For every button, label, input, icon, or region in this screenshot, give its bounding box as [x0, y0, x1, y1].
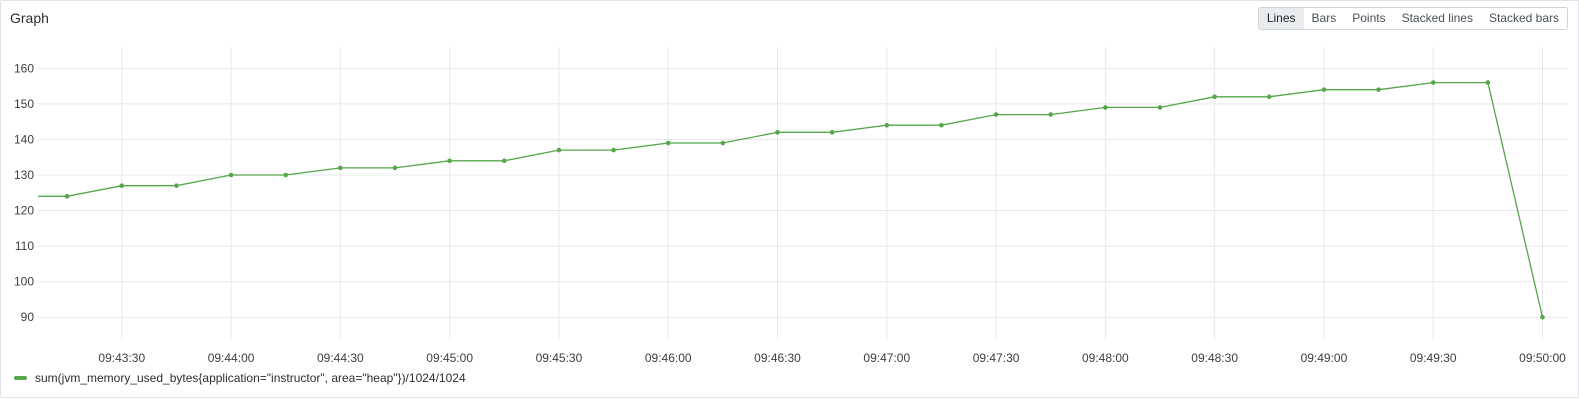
y-tick-label: 110 [15, 239, 34, 253]
x-tick-label: 09:49:00 [1301, 351, 1348, 365]
legend-swatch [14, 376, 27, 380]
data-point[interactable] [228, 172, 234, 178]
data-point[interactable] [1212, 94, 1217, 100]
chart-type-bars-button[interactable]: Bars [1303, 8, 1345, 29]
y-tick-label: 140 [14, 132, 34, 146]
x-tick-label: 09:50:00 [1519, 351, 1566, 365]
data-point[interactable] [993, 112, 999, 117]
data-point[interactable] [64, 194, 70, 199]
panel-title: Graph [10, 10, 49, 26]
y-tick-label: 100 [14, 275, 34, 289]
chart-type-switcher: Lines Bars Points Stacked lines Stacked … [1257, 7, 1568, 30]
y-tick-label: 150 [14, 97, 34, 111]
data-point[interactable] [1048, 112, 1054, 117]
data-point[interactable] [1266, 94, 1272, 100]
x-tick-label: 09:46:00 [645, 351, 692, 365]
legend-label: sum(jvm_memory_used_bytes{application="i… [35, 371, 466, 385]
data-point[interactable] [1321, 87, 1327, 92]
data-point[interactable] [720, 140, 726, 146]
x-tick-label: 09:45:00 [426, 351, 473, 365]
x-tick-label: 09:45:30 [536, 351, 583, 365]
data-point[interactable] [939, 122, 944, 128]
x-tick-label: 09:44:30 [317, 351, 364, 365]
x-tick-label: 09:46:30 [754, 351, 801, 365]
y-tick-label: 120 [14, 204, 34, 218]
chart-type-stacked-lines-button[interactable]: Stacked lines [1393, 8, 1481, 29]
x-tick-label: 09:48:00 [1082, 351, 1129, 365]
data-point[interactable] [556, 147, 562, 153]
x-tick-label: 09:49:30 [1410, 351, 1457, 365]
data-point[interactable] [174, 183, 179, 188]
data-point[interactable] [338, 165, 343, 171]
data-point[interactable] [1376, 87, 1381, 92]
data-point[interactable] [1157, 105, 1163, 110]
x-tick-label: 09:44:00 [208, 351, 255, 365]
y-tick-label: 90 [21, 310, 35, 324]
legend-item[interactable]: sum(jvm_memory_used_bytes{application="i… [14, 371, 466, 385]
x-tick-label: 09:48:30 [1191, 351, 1238, 365]
data-point[interactable] [611, 147, 616, 153]
data-point[interactable] [775, 130, 780, 135]
data-point[interactable] [1430, 80, 1436, 85]
x-axis: 09:43:30 09:44:00 09:44:30 09:45:00 09:45:30… [98, 351, 1566, 365]
x-tick-label: 09:47:00 [863, 351, 910, 365]
x-tick-label: 09:47:30 [973, 351, 1020, 365]
data-point[interactable] [1103, 105, 1108, 110]
data-point[interactable] [665, 140, 671, 146]
data-point[interactable] [283, 172, 289, 178]
data-point[interactable] [392, 165, 398, 171]
data-point[interactable] [1485, 80, 1491, 85]
line-chart: 90 100 110 120 130 140 150 160 09:43:30 09:44:00… [14, 47, 1568, 365]
series-layer [38, 80, 1545, 320]
data-point[interactable] [501, 158, 507, 164]
chart-type-points-button[interactable]: Points [1344, 8, 1394, 29]
y-tick-label: 130 [14, 168, 34, 182]
data-point[interactable] [447, 158, 452, 164]
chart-type-stacked-bars-button[interactable]: Stacked bars [1480, 8, 1567, 29]
data-point[interactable] [884, 122, 890, 128]
y-axis: 90 100 110 120 130 140 150 160 [14, 61, 34, 324]
data-point[interactable] [1540, 314, 1545, 320]
chart-type-lines-button[interactable]: Lines [1258, 8, 1304, 29]
grid-lines [38, 47, 1568, 339]
y-tick-label: 160 [14, 61, 34, 75]
data-point[interactable] [829, 130, 835, 135]
data-point[interactable] [119, 183, 125, 188]
x-tick-label: 09:43:30 [98, 351, 145, 365]
